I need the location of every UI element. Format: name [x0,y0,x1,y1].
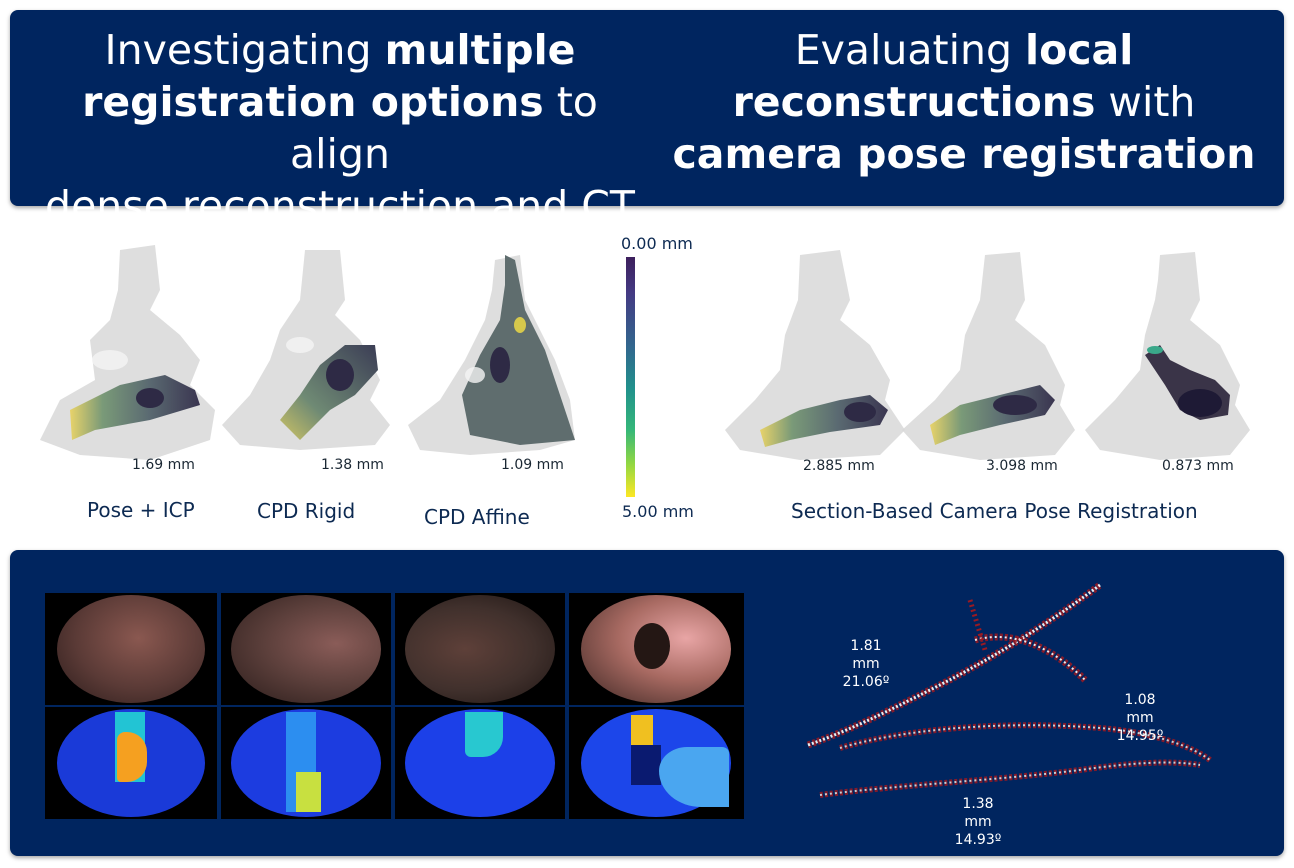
headline-bold: multiple [384,26,576,74]
headline-bold: registration options [82,78,544,126]
trajectory-annotation-3: 1.38 mm 14.93º [948,795,1008,849]
ct-render-pose-icp [40,245,215,460]
annotation-distance: 1.81 mm [850,638,882,672]
colorbar-top-label: 0.00 mm [621,234,693,253]
headline-text: to align [290,78,598,178]
trajectory-lower [819,759,1201,798]
method-cpd-rigid: CPD Rigid [257,499,356,523]
annotation-angle: 21.06º [842,674,890,690]
ct-render-cpd-affine [408,255,575,455]
error-section-3: 0.873 mm [1162,458,1234,474]
annotation-angle: 14.95º [1116,728,1164,744]
depth-map-4 [569,707,744,819]
header-banner [10,10,1284,206]
depth-map-2 [221,707,391,819]
method-pose-icp: Pose + ICP [87,498,195,522]
error-cpd-affine: 1.09 mm [501,457,564,473]
headline-text: Investigating [104,26,385,74]
annotation-angle: 14.93º [954,832,1002,848]
ct-render-section-1 [725,250,905,460]
depth-map-3 [395,707,565,819]
trajectory-middle [839,722,1212,763]
error-section-2: 3.098 mm [986,458,1058,474]
headline-bold: local [1025,26,1134,74]
endoscopy-frame-4 [569,593,744,705]
endoscopy-frame-1 [45,593,217,705]
error-section-1: 2.885 mm [803,458,875,474]
headline-bold: camera pose registration [672,130,1256,178]
reconstruction-overlay [280,345,378,440]
trajectory-annotation-1: 1.81 mm 21.06º [836,637,896,691]
reconstruction-overlay [462,255,575,445]
annotation-distance: 1.38 mm [962,796,994,830]
error-pose-icp: 1.69 mm [132,457,195,473]
error-cpd-rigid: 1.38 mm [321,457,384,473]
depth-map-1 [45,707,217,819]
endoscopy-frame-3 [395,593,565,705]
method-cpd-affine: CPD Affine [424,505,530,529]
headline-text: dense reconstruction and CT [45,182,635,230]
annotation-distance: 1.08 mm [1124,692,1156,726]
trajectory-upper [806,582,1103,749]
colorbar-bottom-label: 5.00 mm [622,502,694,521]
reconstruction-overlay [70,375,200,440]
headline-local-reconstructions: Evaluating local reconstructions with ca… [664,24,1264,180]
trajectory-annotation-2: 1.08 mm 14.95º [1110,691,1170,745]
section-based-title: Section-Based Camera Pose Registration [791,499,1198,523]
headline-text: Evaluating [794,26,1026,74]
ct-render-section-2 [902,252,1075,460]
endoscopy-frame-2 [221,593,391,705]
headline-bold: reconstructions [732,78,1096,126]
headline-text: with [1095,78,1196,126]
ct-render-cpd-rigid [222,250,390,450]
headline-registration-options: Investigating multiple registration opti… [30,24,650,232]
ct-render-section-3 [1085,252,1250,460]
colorbar [626,257,635,497]
